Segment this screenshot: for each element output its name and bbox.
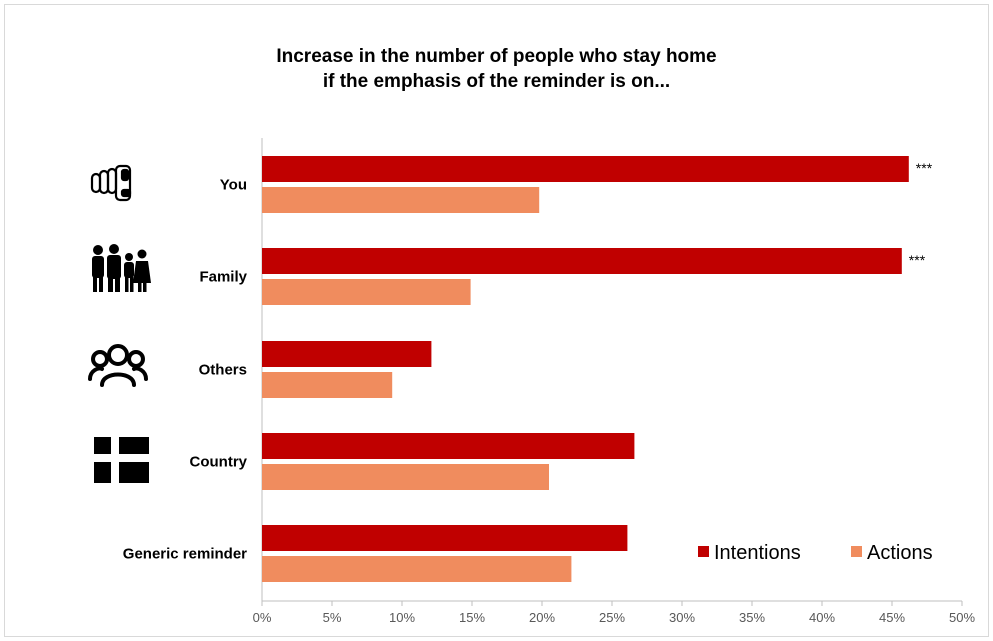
- legend-label-intentions: Intentions: [714, 542, 801, 564]
- chart-title-line-1: Increase in the number of people who sta…: [276, 46, 717, 67]
- bar-actions: [262, 556, 572, 582]
- legend-swatch-actions: [851, 546, 862, 557]
- x-tick-label: 25%: [599, 610, 625, 625]
- bar-intentions: [262, 341, 432, 367]
- flag-icon: [94, 437, 149, 483]
- bar-actions: [262, 464, 549, 490]
- x-tick-label: 20%: [529, 610, 555, 625]
- x-tick-label: 0%: [253, 610, 272, 625]
- x-tick-label: 5%: [323, 610, 342, 625]
- x-tick-label: 10%: [389, 610, 415, 625]
- bar-intentions: [262, 248, 902, 274]
- category-label: Family: [199, 269, 247, 286]
- bar-intentions: [262, 433, 635, 459]
- category-label: You: [220, 177, 247, 194]
- category-label: Country: [190, 454, 248, 471]
- bar-actions: [262, 187, 540, 213]
- x-tick-label: 40%: [809, 610, 835, 625]
- x-tick-label: 30%: [669, 610, 695, 625]
- bar-intentions: [262, 525, 628, 551]
- bar-actions: [262, 279, 471, 305]
- x-tick-label: 35%: [739, 610, 765, 625]
- significance-label: ***: [916, 160, 933, 176]
- x-tick-label: 45%: [879, 610, 905, 625]
- x-axis: 0% 5% 10% 15% 20% 25% 30% 35% 40% 45% 50%: [253, 138, 975, 625]
- bar-intentions: [262, 156, 909, 182]
- legend-label-actions: Actions: [867, 542, 933, 564]
- pointing-hand-icon: [90, 164, 132, 202]
- bar-actions: [262, 372, 393, 398]
- category-labels: You Family Others Country Generic reminder: [123, 177, 248, 563]
- legend-swatch-intentions: [698, 546, 709, 557]
- bars: *** ***: [262, 156, 933, 582]
- significance-label: ***: [909, 252, 926, 268]
- x-tick-label: 15%: [459, 610, 485, 625]
- chart-title-line-2: if the emphasis of the reminder is on...: [322, 71, 671, 92]
- category-label: Generic reminder: [123, 546, 247, 563]
- x-tick-label: 50%: [949, 610, 975, 625]
- legend: Intentions Actions: [698, 542, 933, 564]
- category-label: Others: [199, 362, 247, 379]
- family-icon: [92, 244, 151, 292]
- group-icon: [88, 344, 148, 387]
- category-icons: [88, 164, 151, 483]
